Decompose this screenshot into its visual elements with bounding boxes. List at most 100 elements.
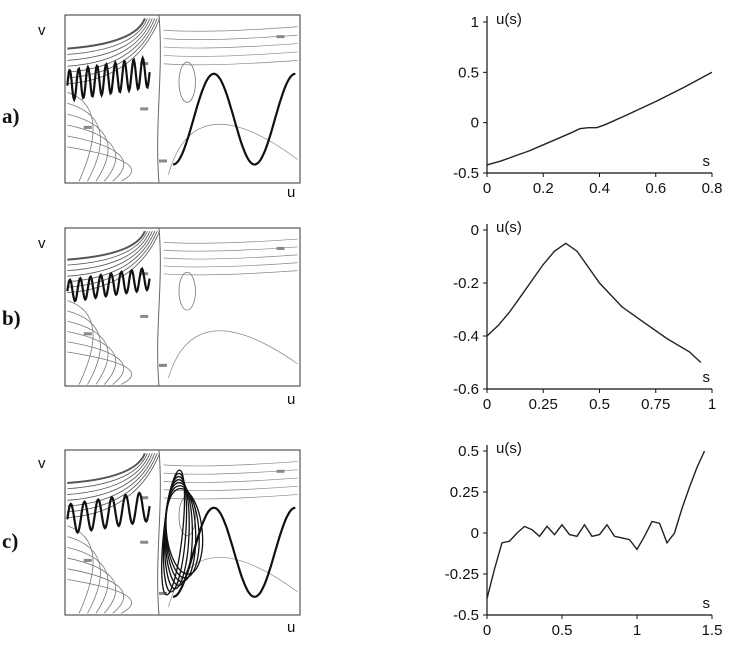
chaotic-loop — [161, 469, 186, 596]
contour-line — [67, 557, 117, 614]
contour-line — [67, 351, 133, 385]
y-tick-label: 0.5 — [458, 443, 479, 460]
phase-portrait-a: v u — [38, 14, 301, 201]
separatrix-line — [157, 14, 161, 184]
contour-line — [67, 453, 153, 501]
contour-line — [67, 536, 101, 614]
contour-line — [67, 453, 156, 507]
y-tick-label: -0.6 — [453, 381, 479, 398]
x-tick-label: 1.5 — [702, 622, 723, 639]
x-tick-label: 0.25 — [529, 396, 558, 413]
y-axis-label: u(s) — [496, 219, 522, 236]
y-tick-label: 0 — [471, 115, 479, 132]
phase-ylabel: v — [38, 235, 46, 252]
contour-line — [67, 310, 101, 385]
y-tick-label: 0.25 — [450, 484, 479, 501]
contour-tag — [159, 363, 167, 367]
contour-line — [163, 43, 298, 49]
contour-line — [67, 17, 146, 50]
contour-line — [67, 135, 124, 182]
trajectory-wave — [172, 72, 296, 166]
panel-label-b: b) — [2, 306, 21, 330]
contour-tag — [276, 246, 285, 250]
series-line — [486, 242, 702, 364]
contour-line — [168, 124, 298, 175]
contour-line — [163, 485, 298, 492]
contour-tag — [140, 314, 149, 318]
y-tick-label: 1 — [471, 14, 479, 31]
contour-line — [168, 330, 298, 379]
contour-line — [67, 331, 117, 385]
phase-portrait-b: v u — [38, 227, 301, 408]
contour-tag — [140, 496, 149, 500]
contour-tag — [159, 159, 167, 163]
chaotic-loop — [165, 487, 204, 575]
contour-line — [163, 26, 298, 32]
contour-line — [163, 254, 298, 260]
x-axis-label: s — [703, 153, 711, 170]
contour-line — [163, 270, 298, 276]
contour-line — [168, 557, 298, 607]
contour-line — [67, 231, 151, 272]
phase-portrait-c: v u — [38, 449, 301, 636]
trajectory — [66, 55, 151, 103]
contour-line — [163, 262, 298, 268]
x-tick-label: 1 — [708, 396, 716, 413]
x-tick-label: 0 — [483, 396, 491, 413]
contour-line — [163, 494, 298, 500]
contour-line — [67, 102, 101, 182]
contour-line — [163, 51, 298, 57]
panel-label-a: a) — [2, 104, 20, 128]
x-tick-label: 0 — [483, 180, 491, 197]
line-chart-b: -0.6 -0.4 -0.2 0 0 0.25 0.5 0.75 1 u(s) s — [453, 219, 716, 413]
contour-line — [67, 113, 109, 182]
x-axis-label: s — [703, 595, 711, 612]
phase-frame — [64, 14, 301, 184]
x-tick-label: 0 — [483, 622, 491, 639]
contour-line — [67, 300, 94, 385]
phase-frame — [64, 227, 301, 387]
phase-frame — [64, 449, 301, 616]
x-tick-label: 0.5 — [589, 396, 610, 413]
contour-line — [67, 453, 148, 490]
separatrix-line — [157, 449, 161, 616]
contour-line — [67, 231, 161, 294]
contour-tag — [276, 35, 285, 39]
line-chart-c: -0.5 -0.25 0 0.25 0.5 0 0.5 1 1.5 u(s) s — [445, 440, 723, 639]
contour-line — [67, 146, 133, 182]
contour-line — [163, 238, 298, 244]
contour-line — [67, 18, 148, 55]
contour-tag — [140, 540, 149, 544]
series-line — [486, 450, 706, 599]
contour-line — [67, 231, 148, 266]
contour-tag — [159, 591, 167, 595]
x-tick-label: 1 — [633, 622, 641, 639]
contour-line — [67, 231, 153, 277]
contour-line — [67, 18, 153, 67]
contour-tag — [140, 107, 149, 111]
x-tick-label: 0.2 — [533, 180, 554, 197]
trajectory — [66, 266, 151, 303]
y-tick-label: 0 — [471, 525, 479, 542]
contour-line — [67, 230, 146, 261]
y-tick-label: -0.2 — [453, 275, 479, 292]
contour-tag — [276, 469, 285, 473]
contour-line — [67, 579, 133, 614]
contour-line — [67, 546, 109, 614]
contour-tag — [83, 558, 92, 562]
y-tick-label: -0.5 — [453, 165, 479, 182]
trajectory-wave — [172, 506, 296, 598]
x-tick-label: 0.6 — [645, 180, 666, 197]
phase-ylabel: v — [38, 455, 46, 472]
phase-xlabel: u — [287, 184, 295, 201]
contour-line — [67, 568, 124, 614]
contour-line — [163, 461, 298, 467]
contour-line — [67, 124, 117, 182]
contour-line — [67, 341, 124, 385]
x-axis-label: s — [703, 369, 711, 386]
series-line — [486, 71, 713, 166]
contour-line — [67, 18, 151, 61]
contour-line — [67, 453, 151, 495]
x-tick-label: 0.8 — [702, 180, 723, 197]
separatrix-line — [157, 227, 161, 387]
